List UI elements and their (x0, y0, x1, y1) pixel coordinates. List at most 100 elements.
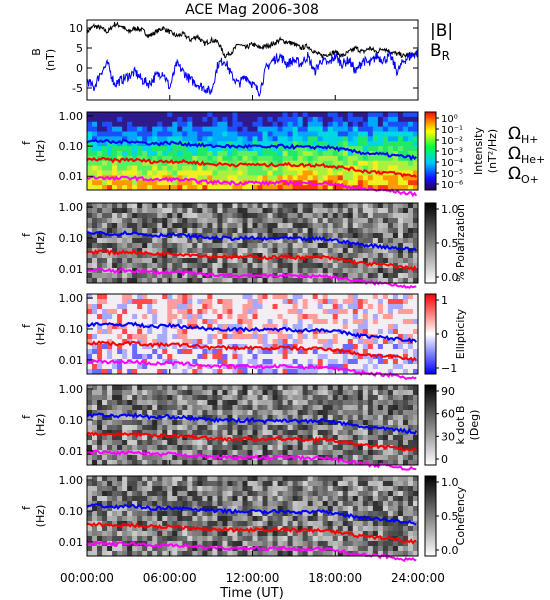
heatmap-cell (217, 390, 223, 396)
heatmap-cell (262, 248, 268, 254)
heatmap-cell (202, 390, 208, 396)
heatmap-cell (357, 131, 364, 137)
heatmap-cell (132, 511, 138, 517)
heatmap-cell (317, 268, 324, 274)
heatmap-cell (242, 126, 248, 132)
heatmap-cell (212, 238, 218, 244)
heatmap-cell (147, 460, 153, 466)
heatmap-cell (347, 344, 354, 350)
heatmap-cell (112, 319, 118, 325)
heatmap-cell (242, 425, 248, 431)
heatmap-cell (387, 309, 394, 315)
heatmap-cell (237, 136, 243, 142)
y-axis-label: f (20, 140, 33, 145)
heatmap-cell (177, 243, 183, 249)
heatmap-cell (392, 349, 399, 355)
heatmap-cell (187, 511, 193, 517)
heatmap-cell (342, 354, 349, 360)
heatmap-cell (312, 349, 319, 355)
heatmap-cell (137, 329, 143, 335)
heatmap-cell (272, 425, 278, 431)
heatmap-cell (147, 131, 153, 137)
heatmap-cell (372, 476, 379, 482)
heatmap-cell (112, 410, 118, 416)
heatmap-cell (347, 146, 354, 152)
heatmap-cell (312, 450, 319, 456)
heatmap-cell (357, 329, 364, 335)
heatmap-cell (362, 116, 369, 123)
heatmap-cell (397, 213, 404, 219)
heatmap-cell (307, 146, 314, 152)
heatmap-cell (132, 435, 138, 441)
heatmap-cell (127, 425, 133, 431)
heatmap-cell (202, 175, 208, 181)
heatmap-cell (327, 112, 334, 118)
heatmap-cell (317, 349, 324, 355)
heatmap-cell (167, 136, 173, 142)
heatmap-cell (142, 203, 148, 209)
heatmap-cell (407, 294, 414, 300)
heatmap-cell (282, 213, 289, 219)
heatmap-cell (132, 319, 138, 325)
heatmap-cell (177, 248, 183, 254)
heatmap-cell (322, 385, 329, 391)
heatmap-cell (197, 253, 203, 259)
heatmap-cell (227, 405, 233, 411)
heatmap-cell (282, 263, 289, 269)
heatmap-cell (412, 180, 419, 186)
heatmap-cell (202, 155, 208, 162)
heatmap-cell (147, 334, 153, 340)
heatmap-cell (362, 268, 369, 274)
heatmap-cell (117, 180, 123, 186)
heatmap-cell (297, 486, 304, 492)
heatmap-cell (402, 354, 409, 360)
heatmap-cell (252, 248, 258, 254)
heatmap-cell (282, 395, 289, 401)
heatmap-cell (162, 425, 168, 431)
heatmap-cell (212, 165, 218, 171)
heatmap-cell (202, 233, 208, 239)
heatmap-cell (142, 390, 148, 396)
heatmap-cell (257, 203, 263, 209)
heatmap-cell (282, 268, 289, 274)
heatmap-cell (112, 486, 118, 492)
heatmap-cell (127, 136, 133, 142)
heatmap-cell (277, 233, 283, 239)
heatmap-cell (392, 151, 399, 157)
heatmap-cell (207, 430, 213, 436)
heatmap-cell (232, 415, 238, 421)
heatmap-cell (187, 395, 193, 401)
heatmap-cell (282, 309, 289, 315)
heatmap-cell (357, 344, 364, 350)
heatmap-cell (222, 268, 228, 274)
heatmap-cell (242, 329, 248, 335)
heatmap-cell (142, 501, 148, 507)
heatmap-cell (277, 405, 283, 411)
heatmap-cell (372, 496, 379, 502)
heatmap-cell (132, 253, 138, 259)
heatmap-cell (137, 390, 143, 396)
heatmap-cell (287, 319, 294, 325)
heatmap-cell (97, 126, 103, 132)
heatmap-cell (97, 369, 103, 375)
heatmap-cell (312, 481, 319, 487)
heatmap-cell (322, 440, 329, 446)
heatmap-cell (412, 243, 419, 249)
heatmap-cell (167, 155, 173, 162)
heatmap-cell (242, 299, 248, 305)
heatmap-cell (377, 213, 384, 219)
heatmap-cell (237, 278, 243, 284)
heatmap-cell (107, 203, 113, 209)
heatmap-cell (267, 223, 273, 229)
heatmap-cell (97, 309, 103, 315)
heatmap-cell (147, 516, 153, 522)
heatmap-cell (182, 349, 188, 355)
heatmap-cell (147, 180, 153, 186)
heatmap-cell (177, 160, 183, 167)
heatmap-cell (132, 268, 138, 274)
heatmap-cell (127, 516, 133, 522)
heatmap-cell (132, 228, 138, 234)
heatmap-cell (272, 344, 278, 350)
heatmap-cell (187, 496, 193, 502)
